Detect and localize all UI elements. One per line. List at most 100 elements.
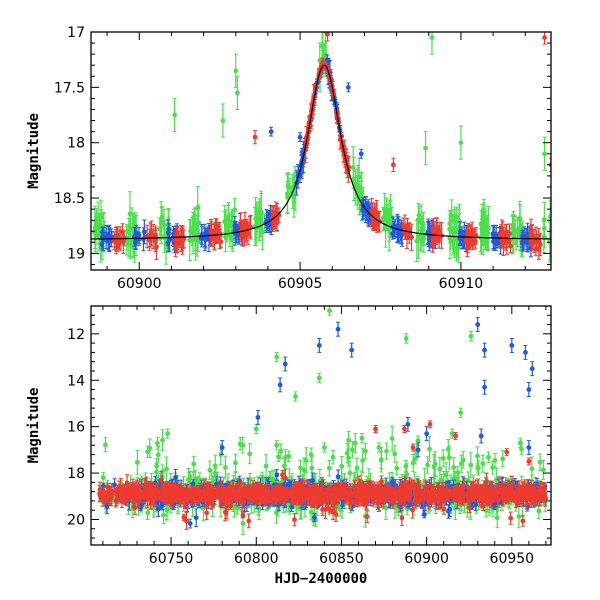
red-data-point-marker <box>503 233 509 239</box>
green-data-point-marker <box>517 225 522 231</box>
green-data-point-marker <box>172 112 178 118</box>
blue-data-point <box>297 132 303 143</box>
green-data-point-marker <box>212 463 218 469</box>
green-data-point-marker <box>222 465 228 470</box>
green-data-point-marker <box>448 227 454 233</box>
red-data-point-marker <box>537 240 542 245</box>
x-tick-label: 60910 <box>439 276 484 292</box>
red-data-point-marker <box>242 224 248 230</box>
green-data-point <box>423 131 428 166</box>
green-data-point-marker <box>423 145 428 151</box>
green-data-point <box>429 32 435 55</box>
green-data-point-marker <box>321 53 327 58</box>
green-data-point-marker <box>285 194 290 200</box>
green-data-point <box>330 449 336 465</box>
red-data-point <box>178 230 184 252</box>
red-data-point <box>120 223 125 241</box>
green-data-point-marker <box>159 214 165 220</box>
y-tick-label: 18.5 <box>54 191 85 207</box>
blue-data-point <box>358 148 364 159</box>
x-tick-label: 60900 <box>117 276 162 292</box>
green-data-point <box>195 229 201 253</box>
red-data-point-marker <box>499 238 505 244</box>
green-data-point-marker <box>388 213 393 219</box>
blue-data-point-marker <box>358 151 364 157</box>
blue-data-point-marker <box>141 229 147 235</box>
blue-data-point <box>520 229 526 243</box>
green-data-point-marker <box>392 451 398 457</box>
blue-data-point-marker <box>136 236 142 242</box>
red-data-point-marker <box>508 243 513 249</box>
green-data-point-marker <box>542 151 547 157</box>
green-data-point <box>440 449 446 468</box>
blue-data-point <box>232 216 238 236</box>
blue-data-point <box>141 219 147 245</box>
red-data-point-marker <box>325 32 330 37</box>
red-data-point <box>499 234 505 248</box>
green-data-point-marker <box>541 217 547 222</box>
y-tick-label: 18 <box>67 136 85 152</box>
green-data-point-marker <box>161 512 166 518</box>
blue-data-point <box>345 82 351 93</box>
green-data-point-marker <box>220 118 226 123</box>
green-data-point-marker <box>449 213 455 219</box>
green-data-point <box>449 199 455 234</box>
green-data-point <box>517 216 522 240</box>
green-data-point-marker <box>458 140 464 146</box>
red-data-point-marker <box>533 235 539 241</box>
green-data-point-marker <box>350 165 356 170</box>
y-tick-label: 17 <box>67 25 85 41</box>
green-data-point <box>285 181 290 214</box>
green-data-point-marker <box>415 234 421 240</box>
red-data-point-marker <box>437 229 443 235</box>
green-data-point <box>172 97 178 133</box>
red-data-point-marker <box>409 234 414 240</box>
green-data-point <box>458 125 464 160</box>
green-data-point <box>247 443 253 465</box>
blue-data-point-marker <box>268 129 274 135</box>
y-tick-label: 17.5 <box>54 80 85 96</box>
red-data-point <box>252 130 258 145</box>
green-data-point-marker <box>359 191 365 197</box>
red-data-point-marker <box>152 238 158 244</box>
red-data-point <box>508 239 513 254</box>
green-data-point <box>96 221 102 252</box>
green-data-point <box>542 136 547 171</box>
blue-data-point-marker <box>203 230 208 236</box>
y-tick-label: 19 <box>67 246 85 262</box>
red-data-point <box>208 220 214 245</box>
plot-area <box>97 306 548 536</box>
green-data-point-marker <box>419 227 425 233</box>
blue-data-point-marker <box>366 217 372 223</box>
red-data-point <box>542 32 547 45</box>
blue-data-point-marker <box>100 229 105 235</box>
top-panel-light-curve-zoom: 60900 60905 60910 17 17.5 18 18.5 19 Magnitude <box>26 25 552 292</box>
green-data-point <box>220 103 226 138</box>
green-data-point-marker <box>454 214 460 220</box>
green-data-point <box>355 164 361 210</box>
green-data-point-marker <box>233 68 239 74</box>
green-data-point-marker <box>440 455 446 461</box>
green-data-point-marker <box>247 451 253 457</box>
green-data-point <box>222 455 228 480</box>
red-data-point-marker <box>542 35 547 40</box>
green-data-point <box>263 454 269 478</box>
green-data-point <box>510 213 516 246</box>
green-data-point-marker <box>529 466 535 472</box>
green-data-point-marker <box>96 234 102 239</box>
green-data-point-marker <box>232 207 238 213</box>
model-curve <box>91 64 551 240</box>
green-data-point-marker <box>303 457 309 463</box>
red-data-point <box>431 226 437 248</box>
red-data-point-marker <box>390 162 396 168</box>
green-data-point-marker <box>510 226 516 232</box>
green-data-point-marker <box>479 220 485 226</box>
red-data-point <box>503 224 509 249</box>
green-data-point-marker <box>190 226 196 232</box>
red-data-point <box>400 217 406 235</box>
y-axis-label: Magnitude <box>26 113 42 189</box>
green-data-point-marker <box>547 214 551 220</box>
red-data-point <box>409 223 414 251</box>
green-data-point-marker <box>195 238 201 244</box>
